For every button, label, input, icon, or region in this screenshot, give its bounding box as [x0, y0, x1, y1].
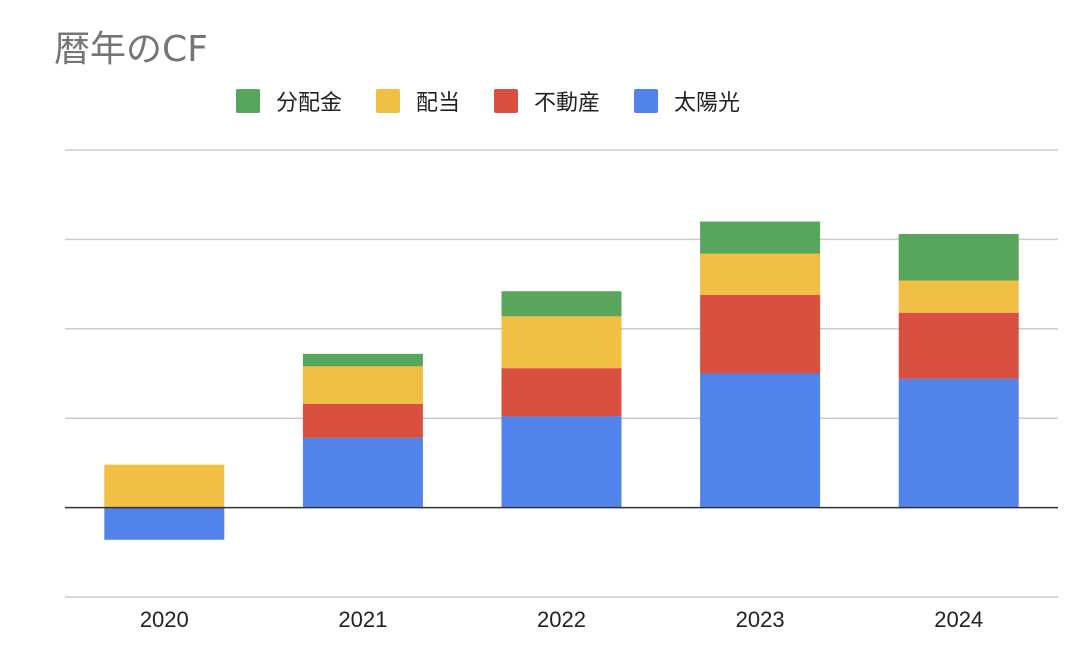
bar-segment: [898, 378, 1019, 508]
legend-label-solar: 太陽光: [674, 91, 741, 116]
legend-swatch-real-estate: [494, 89, 519, 113]
bar-segment: [700, 294, 821, 374]
legend-item-dividends: 配当: [376, 85, 460, 117]
legend-swatch-dividends: [376, 89, 401, 113]
legend-swatch-distributions: [236, 89, 260, 113]
chart-legend: 分配金 配当 不動産 太陽光: [236, 84, 774, 118]
bar-segment: [302, 366, 423, 404]
x-tick-label: 2020: [140, 607, 189, 632]
bar-segment: [302, 437, 423, 508]
bar-segment: [898, 280, 1019, 313]
x-tick-label: 2024: [934, 607, 983, 632]
bar-segment: [302, 353, 423, 367]
bar-segment: [501, 291, 622, 317]
legend-label-real-estate: 不動産: [534, 91, 601, 116]
x-tick-label: 2022: [537, 607, 586, 632]
bar-segment: [700, 373, 821, 508]
x-tick-label: 2021: [338, 607, 387, 632]
legend-label-distributions: 分配金: [276, 91, 343, 116]
bar-segment: [700, 253, 821, 295]
bar-segment: [898, 312, 1019, 379]
bar-segment: [700, 221, 821, 254]
x-tick-label: 2023: [736, 607, 785, 632]
legend-item-distributions: 分配金: [236, 85, 342, 117]
legend-item-solar: 太陽光: [634, 85, 740, 117]
legend-swatch-solar: [634, 89, 659, 113]
legend-label-dividends: 配当: [416, 91, 461, 116]
legend-item-real-estate: 不動産: [494, 85, 600, 117]
bar-segment: [501, 316, 622, 369]
bar-segment: [104, 507, 225, 540]
bar-segment: [501, 368, 622, 417]
bar-segment: [501, 416, 622, 508]
bar-segment: [898, 234, 1019, 281]
bar-segment: [302, 403, 423, 438]
bar-segment: [104, 464, 225, 508]
chart-title: 暦年のCF: [54, 29, 208, 70]
